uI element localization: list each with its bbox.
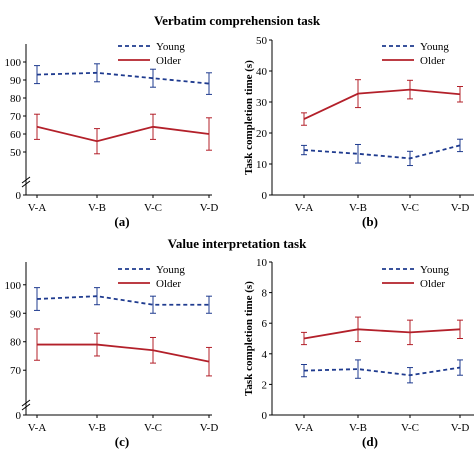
legend-label-a: Older <box>156 55 181 67</box>
y-tick-label-b: 0 <box>262 190 268 202</box>
y-tick-label-c: 80 <box>10 337 22 349</box>
x-tick-label-a: V-D <box>200 202 219 214</box>
axis-break-mark-a <box>21 180 31 188</box>
axis-break-mark-a <box>21 176 31 184</box>
series-line-c-young <box>36 295 209 306</box>
x-tick-label-c: V-D <box>200 422 219 434</box>
x-tick-label-b: V-B <box>349 202 367 214</box>
y-tick-label-d: 6 <box>262 318 268 330</box>
section-title-value: Value interpretation task <box>167 236 307 251</box>
x-tick-label-a: V-C <box>144 202 162 214</box>
legend-label-d: Young <box>420 264 449 276</box>
y-tick-label-a: 100 <box>5 57 22 69</box>
panel-label-b: (b) <box>362 214 378 229</box>
axis-break-mark-c <box>21 399 31 407</box>
y-tick-label-b: 20 <box>256 128 268 140</box>
panel-label-c: (c) <box>115 434 129 449</box>
series-line-a-young <box>36 71 210 85</box>
x-tick-label-d: V-D <box>451 422 470 434</box>
y-tick-label-b: 10 <box>256 159 268 171</box>
y-tick-label-b: 30 <box>256 97 268 109</box>
panel-label-a: (a) <box>114 214 129 229</box>
y-tick-label-d: 2 <box>262 379 268 391</box>
x-tick-label-a: V-B <box>88 202 106 214</box>
y-tick-label-a: 0 <box>16 190 22 202</box>
y-tick-label-a: 50 <box>10 147 22 159</box>
series-line-d-older <box>303 328 461 340</box>
x-tick-label-c: V-A <box>28 422 47 434</box>
series-line-b-older <box>303 88 461 120</box>
x-tick-label-b: V-A <box>295 202 314 214</box>
y-tick-label-a: 80 <box>10 93 22 105</box>
legend-label-c: Young <box>156 264 185 276</box>
legend-label-b: Young <box>420 41 449 53</box>
y-tick-label-c: 100 <box>5 280 22 292</box>
y-tick-label-a: 90 <box>10 75 22 87</box>
x-tick-label-a: V-A <box>28 202 47 214</box>
series-line-a-older <box>36 125 210 143</box>
section-title-verbatim: Verbatim comprehension task <box>153 13 321 28</box>
y-tick-label-d: 10 <box>256 257 268 269</box>
y-tick-label-b: 50 <box>256 35 268 47</box>
series-line-b-young <box>303 144 461 160</box>
x-tick-label-c: V-B <box>88 422 106 434</box>
y-axis-label-d: Task completion time (s) <box>243 281 255 396</box>
y-tick-label-d: 4 <box>262 349 268 361</box>
y-tick-label-d: 0 <box>262 410 268 422</box>
legend-label-c: Older <box>156 278 181 290</box>
y-tick-label-c: 70 <box>10 365 22 377</box>
legend-label-d: Older <box>420 278 445 290</box>
panel-label-d: (d) <box>362 434 378 449</box>
x-tick-label-b: V-D <box>451 202 470 214</box>
x-tick-label-c: V-C <box>144 422 162 434</box>
axis-break-mark-c <box>21 403 31 411</box>
x-tick-label-b: V-C <box>401 202 419 214</box>
y-tick-label-a: 60 <box>10 129 22 141</box>
series-line-c-older <box>37 343 210 363</box>
x-tick-label-d: V-C <box>401 422 419 434</box>
y-tick-label-d: 8 <box>262 288 268 300</box>
y-tick-label-c: 0 <box>16 410 22 422</box>
legend-label-a: Young <box>156 41 185 53</box>
x-tick-label-d: V-B <box>349 422 367 434</box>
y-tick-label-b: 40 <box>256 66 268 78</box>
series-line-d-young <box>303 366 461 377</box>
y-axis-label-b: Task completion time (s) <box>243 60 255 175</box>
y-tick-label-c: 90 <box>10 308 22 320</box>
x-tick-label-d: V-A <box>295 422 314 434</box>
legend-label-b: Older <box>420 55 445 67</box>
y-tick-label-a: 70 <box>10 111 22 123</box>
